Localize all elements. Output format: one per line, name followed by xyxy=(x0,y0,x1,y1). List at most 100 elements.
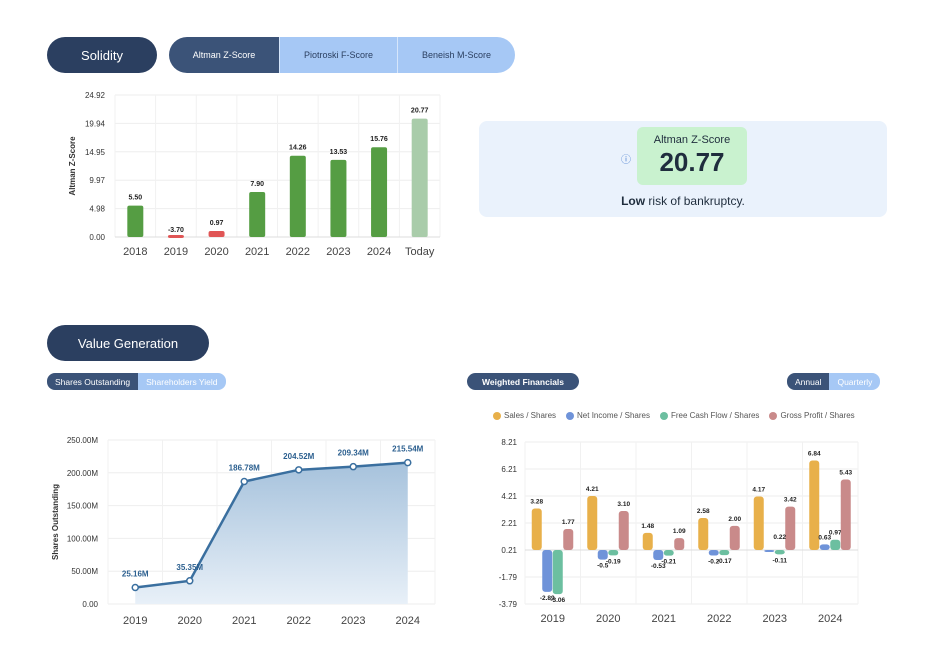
bar-sales-shares2023 xyxy=(753,496,764,550)
y-tick-label: 100.00M xyxy=(67,534,98,543)
bar-2023 xyxy=(330,159,347,237)
legend-free-cash-flow[interactable]: Free Cash Flow / Shares xyxy=(659,411,759,420)
bar-value-label: -3.06 xyxy=(550,597,565,604)
bar-value-label: 3.42 xyxy=(784,497,797,504)
bar-gross-profit-shares2022 xyxy=(729,525,740,550)
x-tick-label: 2019 xyxy=(541,613,565,625)
shares-line xyxy=(135,461,408,589)
bar-gross-profit-shares2024 xyxy=(840,479,851,550)
legend-gross-profit-label: Gross Profit / Shares xyxy=(780,411,855,420)
bar-value-label: 4.17 xyxy=(752,487,765,494)
bar-value-label: -0.2 xyxy=(708,559,720,566)
bar-2021 xyxy=(249,191,266,237)
tab-shares-outstanding[interactable]: Shares Outstanding xyxy=(47,373,139,390)
x-tick-label: 2018 xyxy=(123,246,147,258)
data-point xyxy=(131,583,139,592)
x-tick-label: 2019 xyxy=(123,615,147,627)
data-point xyxy=(295,466,303,474)
legend-free-cash-flow-swatch xyxy=(659,411,668,420)
bar-value-label: 6.84 xyxy=(808,450,821,457)
tab-shareholders-yield[interactable]: Shareholders Yield xyxy=(138,373,226,390)
tab-altman-z-score[interactable]: Altman Z-Score xyxy=(169,37,280,73)
x-tick-label: 2022 xyxy=(707,613,731,625)
x-tick-label: 2020 xyxy=(178,615,202,627)
point-value-label: 186.78M xyxy=(229,463,260,472)
y-tick-label: 0.00 xyxy=(82,600,98,609)
legend-gross-profit[interactable]: Gross Profit / Shares xyxy=(769,411,855,420)
x-tick-label: 2023 xyxy=(763,613,787,625)
point-value-label: 35.35M xyxy=(176,563,203,572)
bar-net-income-shares2020 xyxy=(597,550,608,560)
bar-value-label: 0.22 xyxy=(773,534,786,541)
weighted-financials-title: Weighted Financials xyxy=(467,373,579,390)
y-tick-label: 4.98 xyxy=(89,205,105,214)
y-axis-label: Shares Outstanding xyxy=(51,484,60,560)
weighted-financials-legend: Sales / Shares Net Income / Shares Free … xyxy=(493,411,855,420)
y-tick-label: 0.00 xyxy=(89,233,105,242)
bar-2018 xyxy=(127,205,144,237)
bar-value-label: 5.43 xyxy=(839,470,852,477)
y-tick-label: 9.97 xyxy=(89,176,105,185)
bankruptcy-verdict: Low risk of bankruptcy. xyxy=(479,194,887,208)
bar-value-label: -0.11 xyxy=(773,557,788,564)
point-value-label: 215.54M xyxy=(392,445,423,454)
x-tick-label: 2023 xyxy=(341,615,365,627)
bar-sales-shares2021 xyxy=(642,532,653,550)
score-box: Altman Z-Score 20.77 xyxy=(637,127,747,185)
bar-value-label: 14.26 xyxy=(289,145,307,152)
bar-value-label: 15.76 xyxy=(370,136,388,143)
x-tick-label: 2020 xyxy=(204,246,228,258)
bar-2024 xyxy=(371,147,388,237)
weighted-financials-chart: -3.79-1.790.212.214.216.218.213.28-2.89-… xyxy=(499,438,859,625)
legend-net-income[interactable]: Net Income / Shares xyxy=(566,411,650,420)
period-tabs: Annual Quarterly xyxy=(787,373,881,390)
data-point xyxy=(404,458,412,467)
bar-value-label: 2.58 xyxy=(697,508,710,515)
bar-net-income-shares2019 xyxy=(542,550,553,592)
bar-net-income-shares2022 xyxy=(708,550,719,556)
bar-value-label: -2.89 xyxy=(540,595,555,602)
point-value-label: 209.34M xyxy=(338,449,369,458)
y-tick-label: 8.21 xyxy=(501,438,517,447)
tab-annual[interactable]: Annual xyxy=(787,373,830,390)
score-label: Altman Z-Score xyxy=(653,134,731,146)
tab-piotroski-f-score[interactable]: Piotroski F-Score xyxy=(280,37,398,73)
x-tick-label: 2024 xyxy=(818,613,842,625)
x-tick-label: 2021 xyxy=(652,613,676,625)
bar-free-cash-flow-shares2019 xyxy=(552,550,563,595)
x-tick-label: 2021 xyxy=(245,246,269,258)
bar-2019 xyxy=(167,235,184,238)
data-point xyxy=(186,577,194,585)
legend-net-income-swatch xyxy=(566,411,575,420)
bar-value-label: 0.97 xyxy=(210,220,224,227)
y-tick-label: 200.00M xyxy=(67,469,98,478)
bar-free-cash-flow-shares2022 xyxy=(719,550,730,556)
bar-free-cash-flow-shares2021 xyxy=(663,550,674,556)
bar-gross-profit-shares2023 xyxy=(785,506,796,550)
bar-value-label: 3.10 xyxy=(617,501,630,508)
y-tick-label: 2.21 xyxy=(501,519,517,528)
bar-value-label: 4.21 xyxy=(586,486,599,493)
data-point xyxy=(240,477,248,486)
tab-beneish-m-score[interactable]: Beneish M-Score xyxy=(398,37,515,73)
x-tick-label: 2022 xyxy=(287,615,311,627)
bar-value-label: 5.50 xyxy=(129,195,143,202)
bar-net-income-shares2021 xyxy=(653,550,664,560)
bar-value-label: 20.77 xyxy=(411,108,429,115)
bar-Today xyxy=(411,118,428,237)
bar-value-label: 0.63 xyxy=(818,534,831,541)
bar-value-label: 3.28 xyxy=(530,499,543,506)
y-tick-label: 24.92 xyxy=(85,91,106,100)
bar-value-label: 13.53 xyxy=(330,149,348,156)
legend-sales[interactable]: Sales / Shares xyxy=(493,411,556,420)
y-tick-label: -1.79 xyxy=(499,573,518,582)
bar-value-label: -0.21 xyxy=(661,559,676,566)
y-tick-label: 14.95 xyxy=(85,148,106,157)
bar-2022 xyxy=(289,155,306,237)
value-generation-title: Value Generation xyxy=(47,325,209,361)
y-tick-label: 6.21 xyxy=(501,465,517,474)
info-icon[interactable]: ⓘ xyxy=(621,155,631,166)
y-tick-label: 19.94 xyxy=(85,119,106,128)
x-tick-label: 2024 xyxy=(396,615,420,627)
tab-quarterly[interactable]: Quarterly xyxy=(829,373,881,390)
